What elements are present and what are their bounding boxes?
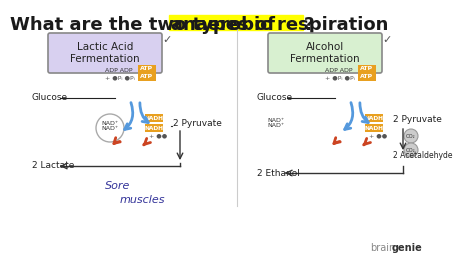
FancyBboxPatch shape — [268, 33, 382, 73]
Text: ATP: ATP — [140, 74, 154, 80]
Bar — [138, 65, 156, 73]
Text: Lactic Acid
Fermentation: Lactic Acid Fermentation — [70, 42, 140, 64]
Text: NADH: NADH — [365, 126, 383, 131]
Text: ATP: ATP — [360, 74, 374, 80]
Bar — [365, 124, 383, 132]
Text: muscles: muscles — [120, 195, 165, 205]
Text: Alcohol
Fermentation: Alcohol Fermentation — [290, 42, 360, 64]
Circle shape — [404, 143, 418, 157]
FancyBboxPatch shape — [48, 33, 162, 73]
Text: 2 Pyruvate: 2 Pyruvate — [393, 115, 442, 124]
Text: NADH: NADH — [365, 115, 383, 120]
Text: ADP ADP: ADP ADP — [325, 68, 353, 73]
Text: NAD⁺
NAD⁺: NAD⁺ NAD⁺ — [101, 120, 118, 131]
Text: Glucose: Glucose — [257, 94, 293, 102]
Text: 2 Ethanol: 2 Ethanol — [257, 168, 300, 177]
Text: + ●●: + ●● — [369, 134, 387, 139]
Text: + ●●: + ●● — [149, 134, 167, 139]
Bar — [365, 114, 383, 122]
Text: Glucose: Glucose — [32, 94, 68, 102]
Bar — [358, 73, 376, 81]
Text: ✓: ✓ — [162, 35, 172, 45]
Text: CO₂: CO₂ — [406, 134, 416, 139]
Text: NADH: NADH — [145, 126, 164, 131]
Bar — [169, 15, 303, 30]
Text: ADP ADP: ADP ADP — [105, 68, 133, 73]
Text: ?: ? — [303, 16, 314, 34]
Text: 2 Acetaldehyde: 2 Acetaldehyde — [393, 152, 453, 160]
Bar — [145, 114, 163, 122]
Bar — [145, 124, 163, 132]
Text: + ●Pᵢ ●Pᵢ: + ●Pᵢ ●Pᵢ — [105, 76, 135, 81]
Text: brain: brain — [370, 243, 395, 253]
Bar — [358, 65, 376, 73]
Circle shape — [96, 114, 124, 142]
Text: ATP: ATP — [140, 66, 154, 72]
Text: + ●Pᵢ ●Pᵢ: + ●Pᵢ ●Pᵢ — [325, 76, 355, 81]
Text: NADH: NADH — [145, 115, 164, 120]
Text: NAD⁺
NAD⁺: NAD⁺ NAD⁺ — [267, 118, 284, 128]
Text: Sore: Sore — [105, 181, 130, 191]
Bar — [138, 73, 156, 81]
Circle shape — [404, 129, 418, 143]
Text: ATP: ATP — [360, 66, 374, 72]
Text: anaerobic respiration: anaerobic respiration — [171, 16, 389, 34]
Text: CO₂: CO₂ — [406, 148, 416, 152]
Text: ✓: ✓ — [382, 35, 392, 45]
Text: 2 Pyruvate: 2 Pyruvate — [173, 118, 222, 127]
Text: 2 Lactate: 2 Lactate — [32, 161, 74, 171]
Text: What are the two types of: What are the two types of — [10, 16, 281, 34]
Text: genie: genie — [392, 243, 423, 253]
